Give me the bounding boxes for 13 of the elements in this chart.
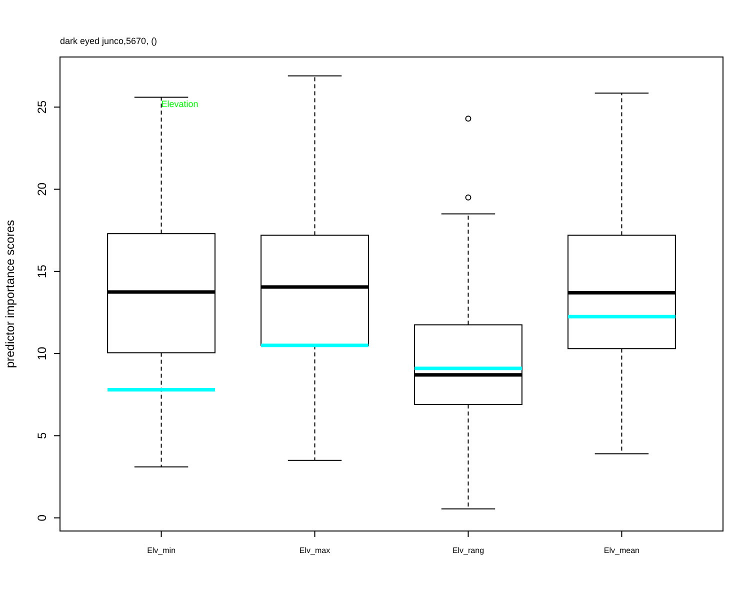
- x-tick-label: Elv_rang: [452, 546, 484, 555]
- y-axis-title: predictor importance scores: [3, 220, 17, 368]
- x-tick-label: Elv_max: [299, 546, 330, 555]
- y-tick-label: 20: [35, 182, 49, 196]
- y-tick-label: 0: [35, 514, 49, 522]
- y-tick-label: 25: [35, 100, 49, 114]
- y-tick-label: 10: [35, 346, 49, 360]
- y-tick-label: 15: [35, 264, 49, 278]
- annotation: Elevation: [161, 99, 198, 110]
- x-tick-label: Elv_mean: [604, 546, 640, 555]
- x-tick-label: Elv_min: [147, 546, 176, 555]
- chart-title: dark eyed junco,5670, (): [60, 36, 158, 46]
- y-tick-label: 5: [35, 432, 49, 440]
